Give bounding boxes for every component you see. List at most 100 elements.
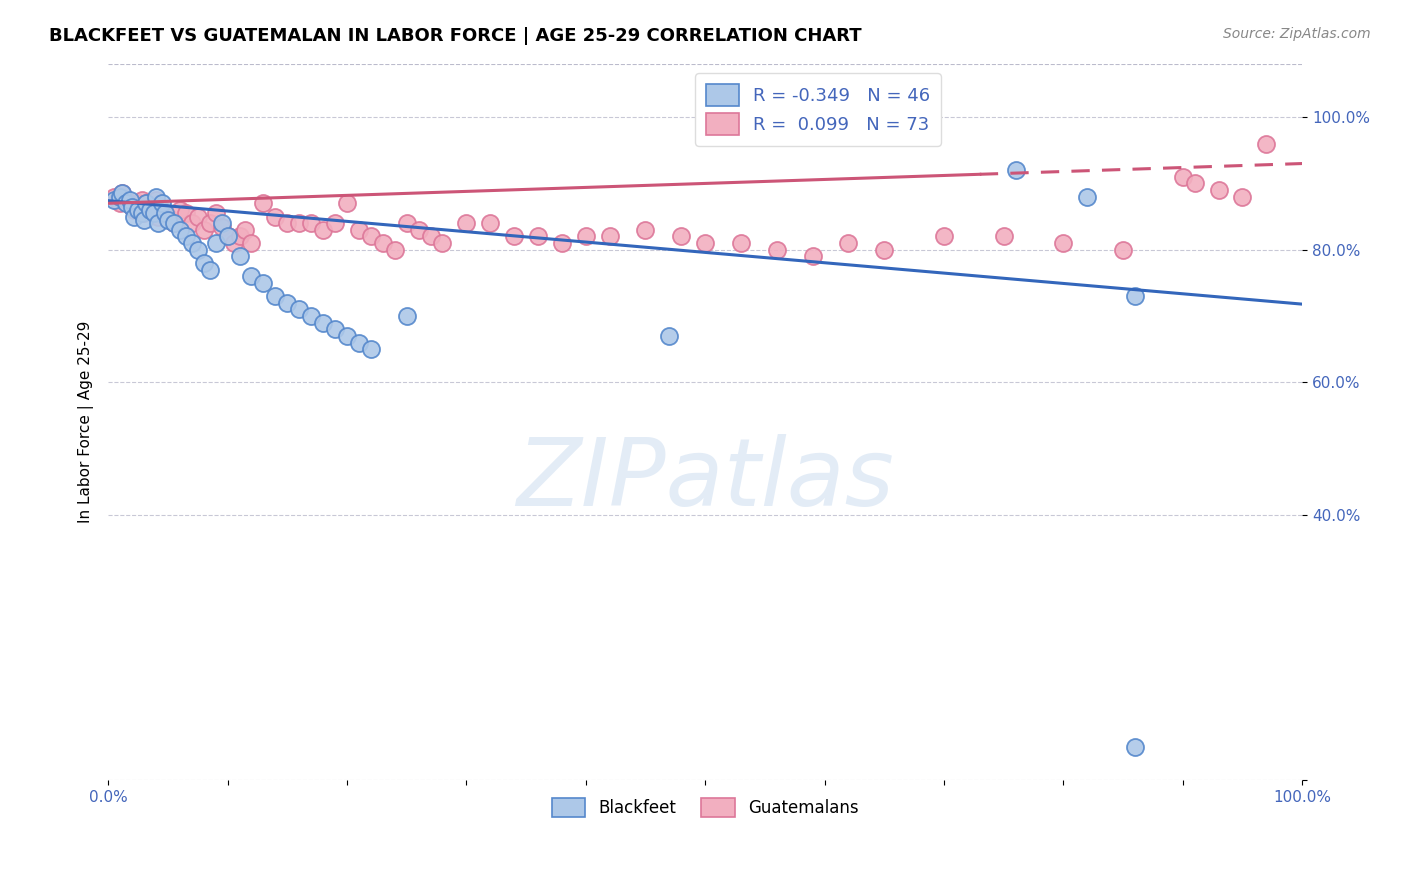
Point — [217, 229, 239, 244]
Point — [1184, 177, 1206, 191]
Point — [347, 223, 370, 237]
Point — [801, 249, 824, 263]
Point — [1123, 289, 1146, 303]
Point — [240, 236, 263, 251]
Point — [193, 223, 215, 237]
Point — [312, 316, 335, 330]
Point — [142, 206, 165, 220]
Point — [671, 229, 693, 244]
Point — [198, 216, 221, 230]
Point — [150, 196, 173, 211]
Point — [150, 202, 173, 217]
Point — [187, 210, 209, 224]
Point — [135, 196, 157, 211]
Point — [1171, 169, 1194, 184]
Point — [336, 329, 359, 343]
Point — [873, 243, 896, 257]
Text: BLACKFEET VS GUATEMALAN IN LABOR FORCE | AGE 25-29 CORRELATION CHART: BLACKFEET VS GUATEMALAN IN LABOR FORCE |… — [49, 27, 862, 45]
Point — [527, 229, 550, 244]
Point — [252, 276, 274, 290]
Point — [174, 229, 197, 244]
Point — [121, 200, 143, 214]
Point — [121, 200, 143, 214]
Point — [156, 210, 179, 224]
Point — [163, 216, 186, 230]
Point — [288, 302, 311, 317]
Point — [993, 229, 1015, 244]
Point — [174, 206, 197, 220]
Point — [1232, 190, 1254, 204]
Point — [103, 190, 125, 204]
Point — [456, 216, 478, 230]
Point — [312, 223, 335, 237]
Point — [193, 256, 215, 270]
Point — [131, 193, 153, 207]
Point — [299, 309, 322, 323]
Point — [360, 229, 382, 244]
Point — [169, 202, 191, 217]
Point — [1256, 136, 1278, 151]
Point — [228, 249, 250, 263]
Point — [217, 229, 239, 244]
Point — [419, 229, 441, 244]
Point — [837, 236, 859, 251]
Text: Source: ZipAtlas.com: Source: ZipAtlas.com — [1223, 27, 1371, 41]
Point — [180, 216, 202, 230]
Point — [211, 216, 233, 230]
Point — [132, 213, 155, 227]
Point — [360, 343, 382, 357]
Point — [766, 243, 789, 257]
Point — [575, 229, 598, 244]
Point — [252, 196, 274, 211]
Point — [599, 229, 621, 244]
Point — [235, 223, 257, 237]
Point — [155, 206, 177, 220]
Point — [240, 269, 263, 284]
Point — [118, 196, 141, 211]
Point — [695, 236, 717, 251]
Point — [108, 196, 131, 211]
Point — [124, 202, 146, 217]
Point — [111, 186, 134, 201]
Point — [932, 229, 955, 244]
Point — [198, 262, 221, 277]
Point — [264, 210, 287, 224]
Text: ZIPatlas: ZIPatlas — [516, 434, 894, 525]
Point — [551, 236, 574, 251]
Point — [347, 335, 370, 350]
Point — [111, 186, 134, 201]
Point — [634, 223, 657, 237]
Point — [395, 309, 418, 323]
Point — [658, 329, 681, 343]
Point — [1076, 190, 1098, 204]
Point — [264, 289, 287, 303]
Point — [276, 295, 298, 310]
Point — [395, 216, 418, 230]
Point — [163, 216, 186, 230]
Point — [222, 236, 245, 251]
Point — [1123, 740, 1146, 755]
Point — [142, 200, 165, 214]
Point — [145, 190, 167, 204]
Point — [204, 206, 226, 220]
Point — [107, 193, 129, 207]
Point — [148, 210, 170, 224]
Point — [155, 206, 177, 220]
Point — [336, 196, 359, 211]
Point — [139, 202, 162, 217]
Point — [1004, 163, 1026, 178]
Point — [115, 196, 138, 211]
Point — [131, 206, 153, 220]
Point — [730, 236, 752, 251]
Point — [127, 202, 149, 217]
Point — [145, 193, 167, 207]
Legend: Blackfeet, Guatemalans: Blackfeet, Guatemalans — [544, 789, 868, 826]
Point — [115, 193, 138, 207]
Point — [432, 236, 454, 251]
Point — [156, 213, 179, 227]
Point — [1208, 183, 1230, 197]
Point — [371, 236, 394, 251]
Point — [299, 216, 322, 230]
Point — [132, 206, 155, 220]
Point — [180, 236, 202, 251]
